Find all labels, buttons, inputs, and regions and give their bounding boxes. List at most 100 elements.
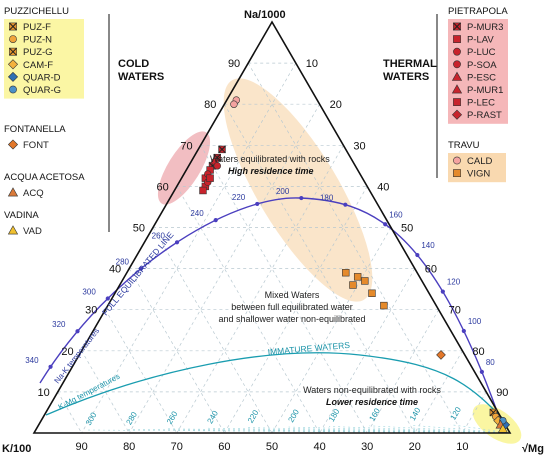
k-mg-temp-label: 280 xyxy=(124,410,139,427)
tick-right: 20 xyxy=(330,99,342,111)
region3-line2: Lower residence time xyxy=(326,397,418,407)
legend-item-label: VIGN xyxy=(467,169,490,180)
legend-item-label: CALD xyxy=(467,156,492,167)
legend-marker-quar-d xyxy=(7,71,19,82)
na-k-temp-label: 300 xyxy=(82,287,96,296)
grid-line xyxy=(81,62,297,433)
na-k-temp-point xyxy=(75,329,80,334)
cold-waters-label: COLD WATERS xyxy=(118,58,164,83)
tick-left: 20 xyxy=(61,346,73,358)
tick-right: 50 xyxy=(401,223,413,235)
point-vign xyxy=(368,289,376,297)
legend-marker-puz-n xyxy=(9,35,17,43)
k-mg-isotherm xyxy=(328,426,511,434)
legend-marker-vad xyxy=(7,225,19,235)
region2-line1: Mixed Waters xyxy=(265,290,320,300)
na-k-temp-label: 200 xyxy=(276,187,290,196)
point-font xyxy=(436,350,446,360)
k-mg-temp-label: 160 xyxy=(367,406,382,423)
point-p-lec xyxy=(206,174,214,182)
grid-line xyxy=(128,268,225,433)
region2-line2: between full equilibrated water xyxy=(231,302,353,312)
grid-line xyxy=(200,145,368,433)
tick-bottom: 40 xyxy=(313,441,325,453)
legend-item-label: PUZ-F xyxy=(23,22,51,33)
na-k-temp-point xyxy=(299,195,304,201)
immature-waters-line xyxy=(45,352,509,425)
k-mg-temp-label: 300 xyxy=(84,410,99,427)
legend-item-label: P-LEC xyxy=(467,98,495,109)
na-k-temp-label: 260 xyxy=(152,231,166,240)
tick-left: 80 xyxy=(204,99,216,111)
point-vign xyxy=(342,269,350,277)
ternary-triangle xyxy=(32,20,512,434)
legend-marker-font xyxy=(7,139,19,150)
tick-right: 90 xyxy=(496,387,508,399)
tick-right: 40 xyxy=(377,181,389,193)
na-k-temp-point xyxy=(105,296,110,301)
legend-marker-p-mur1 xyxy=(451,84,463,94)
na-k-temp-label: 160 xyxy=(389,210,403,219)
grid-line xyxy=(152,227,273,433)
legend-marker-p-mur3 xyxy=(453,22,461,31)
grid-line xyxy=(414,350,463,433)
k-mg-temp-label: 220 xyxy=(246,408,261,425)
tick-left: 90 xyxy=(228,58,240,70)
tick-bottom: 50 xyxy=(266,441,278,453)
legend-item-label: CAM-F xyxy=(23,60,53,71)
legend-item-label: ACQ xyxy=(23,188,44,199)
legend-group-title: TRAVU xyxy=(448,140,480,151)
legend-item-label: P-LUC xyxy=(467,47,496,58)
tick-bottom: 70 xyxy=(171,441,183,453)
k-mg-isotherm xyxy=(288,426,511,434)
tick-bottom: 10 xyxy=(456,441,468,453)
region3-line1: Waters non-equilibrated with rocks xyxy=(303,385,441,395)
grid-line xyxy=(247,62,463,433)
k-mg-temp-label: 260 xyxy=(165,409,180,426)
tick-left: 40 xyxy=(109,264,121,276)
legend-item-label: PUZ-G xyxy=(23,47,53,58)
legend-marker-p-lav xyxy=(453,35,461,43)
legend-item-label: P-MUR3 xyxy=(467,22,503,33)
tick-bottom: 90 xyxy=(75,441,87,453)
na-k-temp-point xyxy=(48,364,53,369)
point-vign xyxy=(361,277,369,285)
legend-marker-p-esc xyxy=(451,71,463,81)
legend-marker-vign xyxy=(453,169,461,177)
k-mg-isotherm xyxy=(369,425,511,434)
legend-marker-p-soa xyxy=(453,60,461,69)
k-mg-temp-label: 240 xyxy=(205,409,220,426)
legend-marker-cald xyxy=(453,156,461,165)
legend-group-title: ACQUA ACETOSA xyxy=(4,172,85,183)
na-k-temp-point xyxy=(440,289,445,294)
legend-marker-puz-f xyxy=(9,22,17,31)
svg-text:COLD: COLD xyxy=(118,58,149,70)
thermal-waters-label: THERMAL WATERS xyxy=(383,58,437,83)
svg-text:WATERS: WATERS xyxy=(383,71,429,83)
high-residence-ellipse xyxy=(157,131,211,205)
point-vad xyxy=(497,423,508,433)
legend-item-label: P-RAST xyxy=(467,110,502,121)
k-mg-isotherm xyxy=(409,424,511,434)
legend-marker-quar-g xyxy=(9,85,17,94)
na-k-temp-point xyxy=(213,218,218,223)
k-mg-isotherm xyxy=(126,429,511,434)
legend-group-title: VADINA xyxy=(4,210,39,221)
immature-waters-label: IMMATURE WATERS xyxy=(267,340,350,357)
region1-line2: High residence time xyxy=(228,166,314,176)
legend-item-label: P-LAV xyxy=(467,35,494,46)
point-cald xyxy=(230,100,238,108)
na-k-temp-label: 80 xyxy=(486,358,495,367)
region1-line1: Waters equilibrated with rocks xyxy=(210,154,330,164)
legend-item-label: P-ESC xyxy=(467,72,496,83)
legend-marker-p-rast xyxy=(451,109,463,120)
na-k-temp-point xyxy=(461,328,466,334)
tick-bottom: 60 xyxy=(218,441,230,453)
tick-bottom: 30 xyxy=(361,441,373,453)
na-k-temp-point xyxy=(479,369,484,374)
region2-line3: and shallower water non-equilibrated xyxy=(218,314,365,324)
tick-left: 50 xyxy=(133,223,145,235)
k-mg-temp-label: 200 xyxy=(286,407,301,424)
tick-bottom: 20 xyxy=(409,441,421,453)
